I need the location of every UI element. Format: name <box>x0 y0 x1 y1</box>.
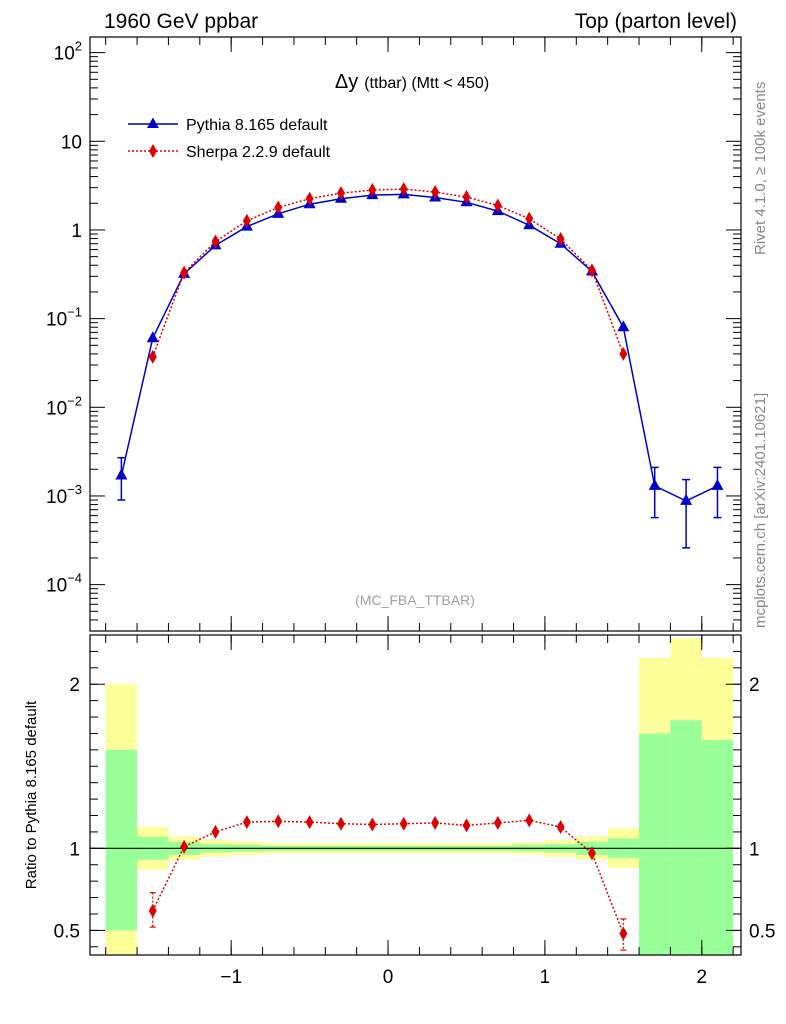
main-ytick-label-base: 10 <box>54 44 75 65</box>
ratio-xtick-label: 2 <box>696 967 707 988</box>
main-ytick-label: 10−1 <box>46 305 82 331</box>
data-point-sherpa <box>493 198 502 213</box>
main-ytick-label-base: 10 <box>46 398 67 419</box>
data-point-pythia <box>711 478 724 490</box>
ratio-data-point-sherpa <box>211 824 220 839</box>
data-point-sherpa <box>462 190 471 205</box>
legend-label-pythia: Pythia 8.165 default <box>186 117 328 134</box>
mcplots-source-label: mcplots.cern.ch [arXiv:2401.10621] <box>752 393 769 628</box>
main-ytick-label: 102 <box>54 39 82 65</box>
ratio-data-point-sherpa <box>368 817 377 832</box>
ratio-y-axis-label: Ratio to Pythia 8.165 default <box>23 700 40 889</box>
data-point-sherpa <box>556 232 565 247</box>
series-line-pythia <box>120 193 718 502</box>
ratio-ytick-label-right: 1 <box>749 839 760 860</box>
main-ytick-label-base: 10 <box>61 132 82 153</box>
ratio-data-point-sherpa <box>180 839 189 854</box>
data-point-sherpa <box>587 263 596 278</box>
data-point-pythia <box>617 320 630 332</box>
data-point-pythia <box>146 331 159 343</box>
ratio-data-point-sherpa <box>274 814 283 829</box>
main-ytick-label: 10−3 <box>46 482 82 508</box>
main-ytick-label-base: 10 <box>46 310 67 331</box>
green-band-bin <box>639 733 671 955</box>
plot-title: Δy (ttbar) (Mtt < 450) <box>335 71 489 93</box>
data-point-sherpa <box>305 191 314 206</box>
main-ytick-label: 1 <box>71 221 82 242</box>
main-ytick-label-base: 10 <box>46 576 67 597</box>
ratio-uncertainty-bands <box>105 638 734 955</box>
data-point-pythia <box>680 493 693 505</box>
rivet-version-label: Rivet 4.1.0, ≥ 100k events <box>752 82 769 255</box>
data-point-sherpa <box>619 346 628 361</box>
legend-label-sherpa: Sherpa 2.2.9 default <box>186 144 331 161</box>
main-ytick-label: 10−2 <box>46 393 82 419</box>
main-plot-frame <box>89 36 742 632</box>
main-ytick-label-exponent: −2 <box>67 393 82 408</box>
main-ytick-label: 10 <box>61 132 82 153</box>
plot-title-main: Δy <box>335 71 358 93</box>
data-point-sherpa <box>180 265 189 280</box>
ratio-data-point-sherpa <box>525 813 534 828</box>
data-point-sherpa <box>211 234 220 249</box>
ratio-axis-ticks: 0.5 0.5 1 1 2 2 −1 0 1 2 <box>54 635 775 988</box>
ratio-series-group <box>148 813 628 951</box>
main-ytick-label-exponent: −4 <box>67 571 82 586</box>
data-point-sherpa <box>368 183 377 198</box>
ratio-plot-frame <box>89 634 742 956</box>
ratio-data-point-sherpa <box>462 818 471 833</box>
legend-marker-pythia <box>147 117 159 128</box>
ratio-data-point-sherpa <box>493 815 502 830</box>
header-energy-label: 1960 GeV ppbar <box>104 10 258 33</box>
data-point-sherpa <box>525 211 534 226</box>
data-point-pythia <box>648 478 661 490</box>
ratio-data-point-sherpa <box>148 903 157 918</box>
ratio-data-point-sherpa <box>399 816 408 831</box>
data-point-sherpa <box>148 349 157 364</box>
main-ytick-label-exponent: −3 <box>67 482 82 497</box>
ratio-data-point-sherpa <box>242 815 251 830</box>
data-point-sherpa <box>242 213 251 228</box>
analysis-watermark: (MC_FBA_TTBAR) <box>355 592 475 608</box>
green-band-bin <box>670 720 702 955</box>
ratio-xtick-label: −1 <box>220 967 242 988</box>
legend: Pythia 8.165 default Sherpa 2.2.9 defaul… <box>128 117 331 161</box>
main-ytick-label-base: 10 <box>46 487 67 508</box>
ratio-ytick-label-right: 2 <box>749 675 760 696</box>
data-point-sherpa <box>431 184 440 199</box>
data-point-sherpa <box>399 182 408 197</box>
ratio-xtick-label: 0 <box>383 967 394 988</box>
main-ytick-label-base: 1 <box>71 221 82 242</box>
green-band-bin <box>105 749 138 931</box>
series-line-sherpa <box>151 188 625 358</box>
ratio-ytick-label-left: 1 <box>69 839 80 860</box>
legend-marker-sherpa <box>149 144 157 158</box>
plot-title-rest: (ttbar) (Mtt < 450) <box>364 75 489 92</box>
data-point-sherpa <box>336 186 345 201</box>
main-ytick-label-exponent: −1 <box>67 305 82 320</box>
ratio-ytick-label-left: 2 <box>69 675 80 696</box>
main-series-group <box>115 182 724 549</box>
ratio-data-point-sherpa <box>305 815 314 830</box>
ratio-data-point-sherpa <box>556 820 565 834</box>
main-ytick-label-exponent: 2 <box>75 39 82 54</box>
main-ytick-label: 10−4 <box>46 571 82 597</box>
data-point-sherpa <box>274 200 283 215</box>
data-point-pythia <box>115 468 128 480</box>
ratio-ytick-label-right: 0.5 <box>749 921 775 942</box>
green-band-bin <box>701 740 734 955</box>
ratio-data-point-sherpa <box>431 815 440 830</box>
ratio-data-point-sherpa <box>587 846 596 861</box>
header-process-label: Top (parton level) <box>575 10 737 33</box>
ratio-xtick-label: 1 <box>540 967 551 988</box>
ratio-series-line-sherpa <box>152 819 624 934</box>
ratio-ytick-label-left: 0.5 <box>54 921 80 942</box>
ratio-data-point-sherpa <box>336 816 345 831</box>
ratio-data-point-sherpa <box>619 926 628 941</box>
